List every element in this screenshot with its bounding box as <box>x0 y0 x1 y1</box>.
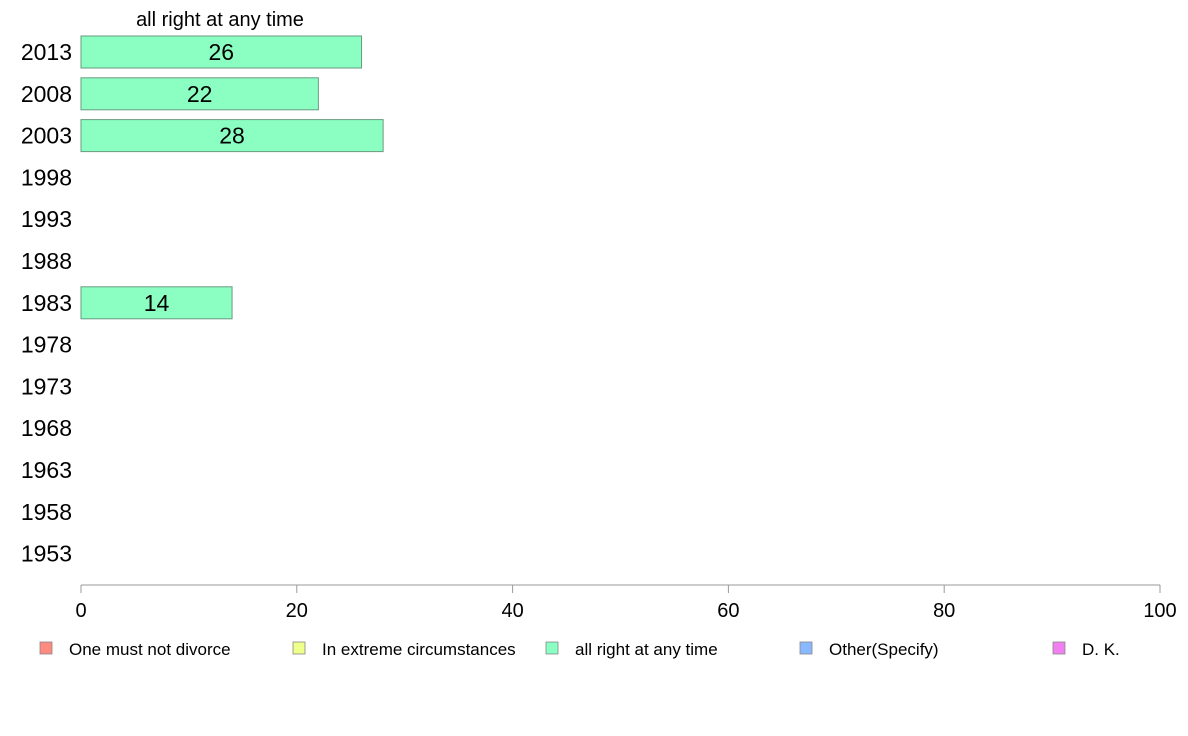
legend-swatch <box>545 641 559 655</box>
x-tick-label: 60 <box>717 600 739 622</box>
x-axis: 0 20 40 60 80 100 <box>75 584 1177 622</box>
legend-label: One must not divorce <box>69 640 231 659</box>
y-tick-label: 1958 <box>21 499 72 525</box>
data-label: 26 <box>208 39 234 65</box>
x-tick-label: 0 <box>75 600 86 622</box>
bar <box>80 286 233 320</box>
y-tick-label: 1993 <box>21 206 72 232</box>
y-tick-label: 2013 <box>21 39 72 65</box>
y-tick-label: 1953 <box>21 541 72 567</box>
y-tick-label: 1968 <box>21 415 72 441</box>
y-axis-labels: 2013 2008 2003 1998 1993 1988 1983 1978 1973 1968… <box>21 39 72 567</box>
y-tick-label: 2008 <box>21 81 72 107</box>
y-tick-label: 1963 <box>21 457 72 483</box>
legend-swatch <box>799 641 813 655</box>
y-tick-label: 2003 <box>21 123 72 149</box>
x-tick-label: 40 <box>501 600 523 622</box>
y-tick-label: 1983 <box>21 290 72 316</box>
bar <box>80 35 363 69</box>
y-tick-label: 1973 <box>21 373 72 399</box>
y-tick-label: 1978 <box>21 332 72 358</box>
bar <box>80 119 384 153</box>
legend-label: D. K. <box>1082 640 1120 659</box>
legend-swatch <box>292 641 306 655</box>
legend-label: In extreme circumstances <box>322 640 516 659</box>
legend: One must not divorce In extreme circumsta… <box>39 640 1120 659</box>
data-label: 14 <box>144 290 170 316</box>
y-tick-label: 1998 <box>21 164 72 190</box>
y-tick-label: 1988 <box>21 248 72 274</box>
chart-title: all right at any time <box>136 9 304 31</box>
x-tick-label: 100 <box>1143 600 1176 622</box>
legend-label: all right at any time <box>575 640 718 659</box>
legend-swatch <box>39 641 53 655</box>
legend-swatch <box>1052 641 1066 655</box>
bar <box>80 77 319 111</box>
x-tick-label: 80 <box>933 600 955 622</box>
data-label: 28 <box>219 123 245 149</box>
data-label: 22 <box>187 81 213 107</box>
legend-label: Other(Specify) <box>829 640 939 659</box>
x-tick-label: 20 <box>286 600 308 622</box>
